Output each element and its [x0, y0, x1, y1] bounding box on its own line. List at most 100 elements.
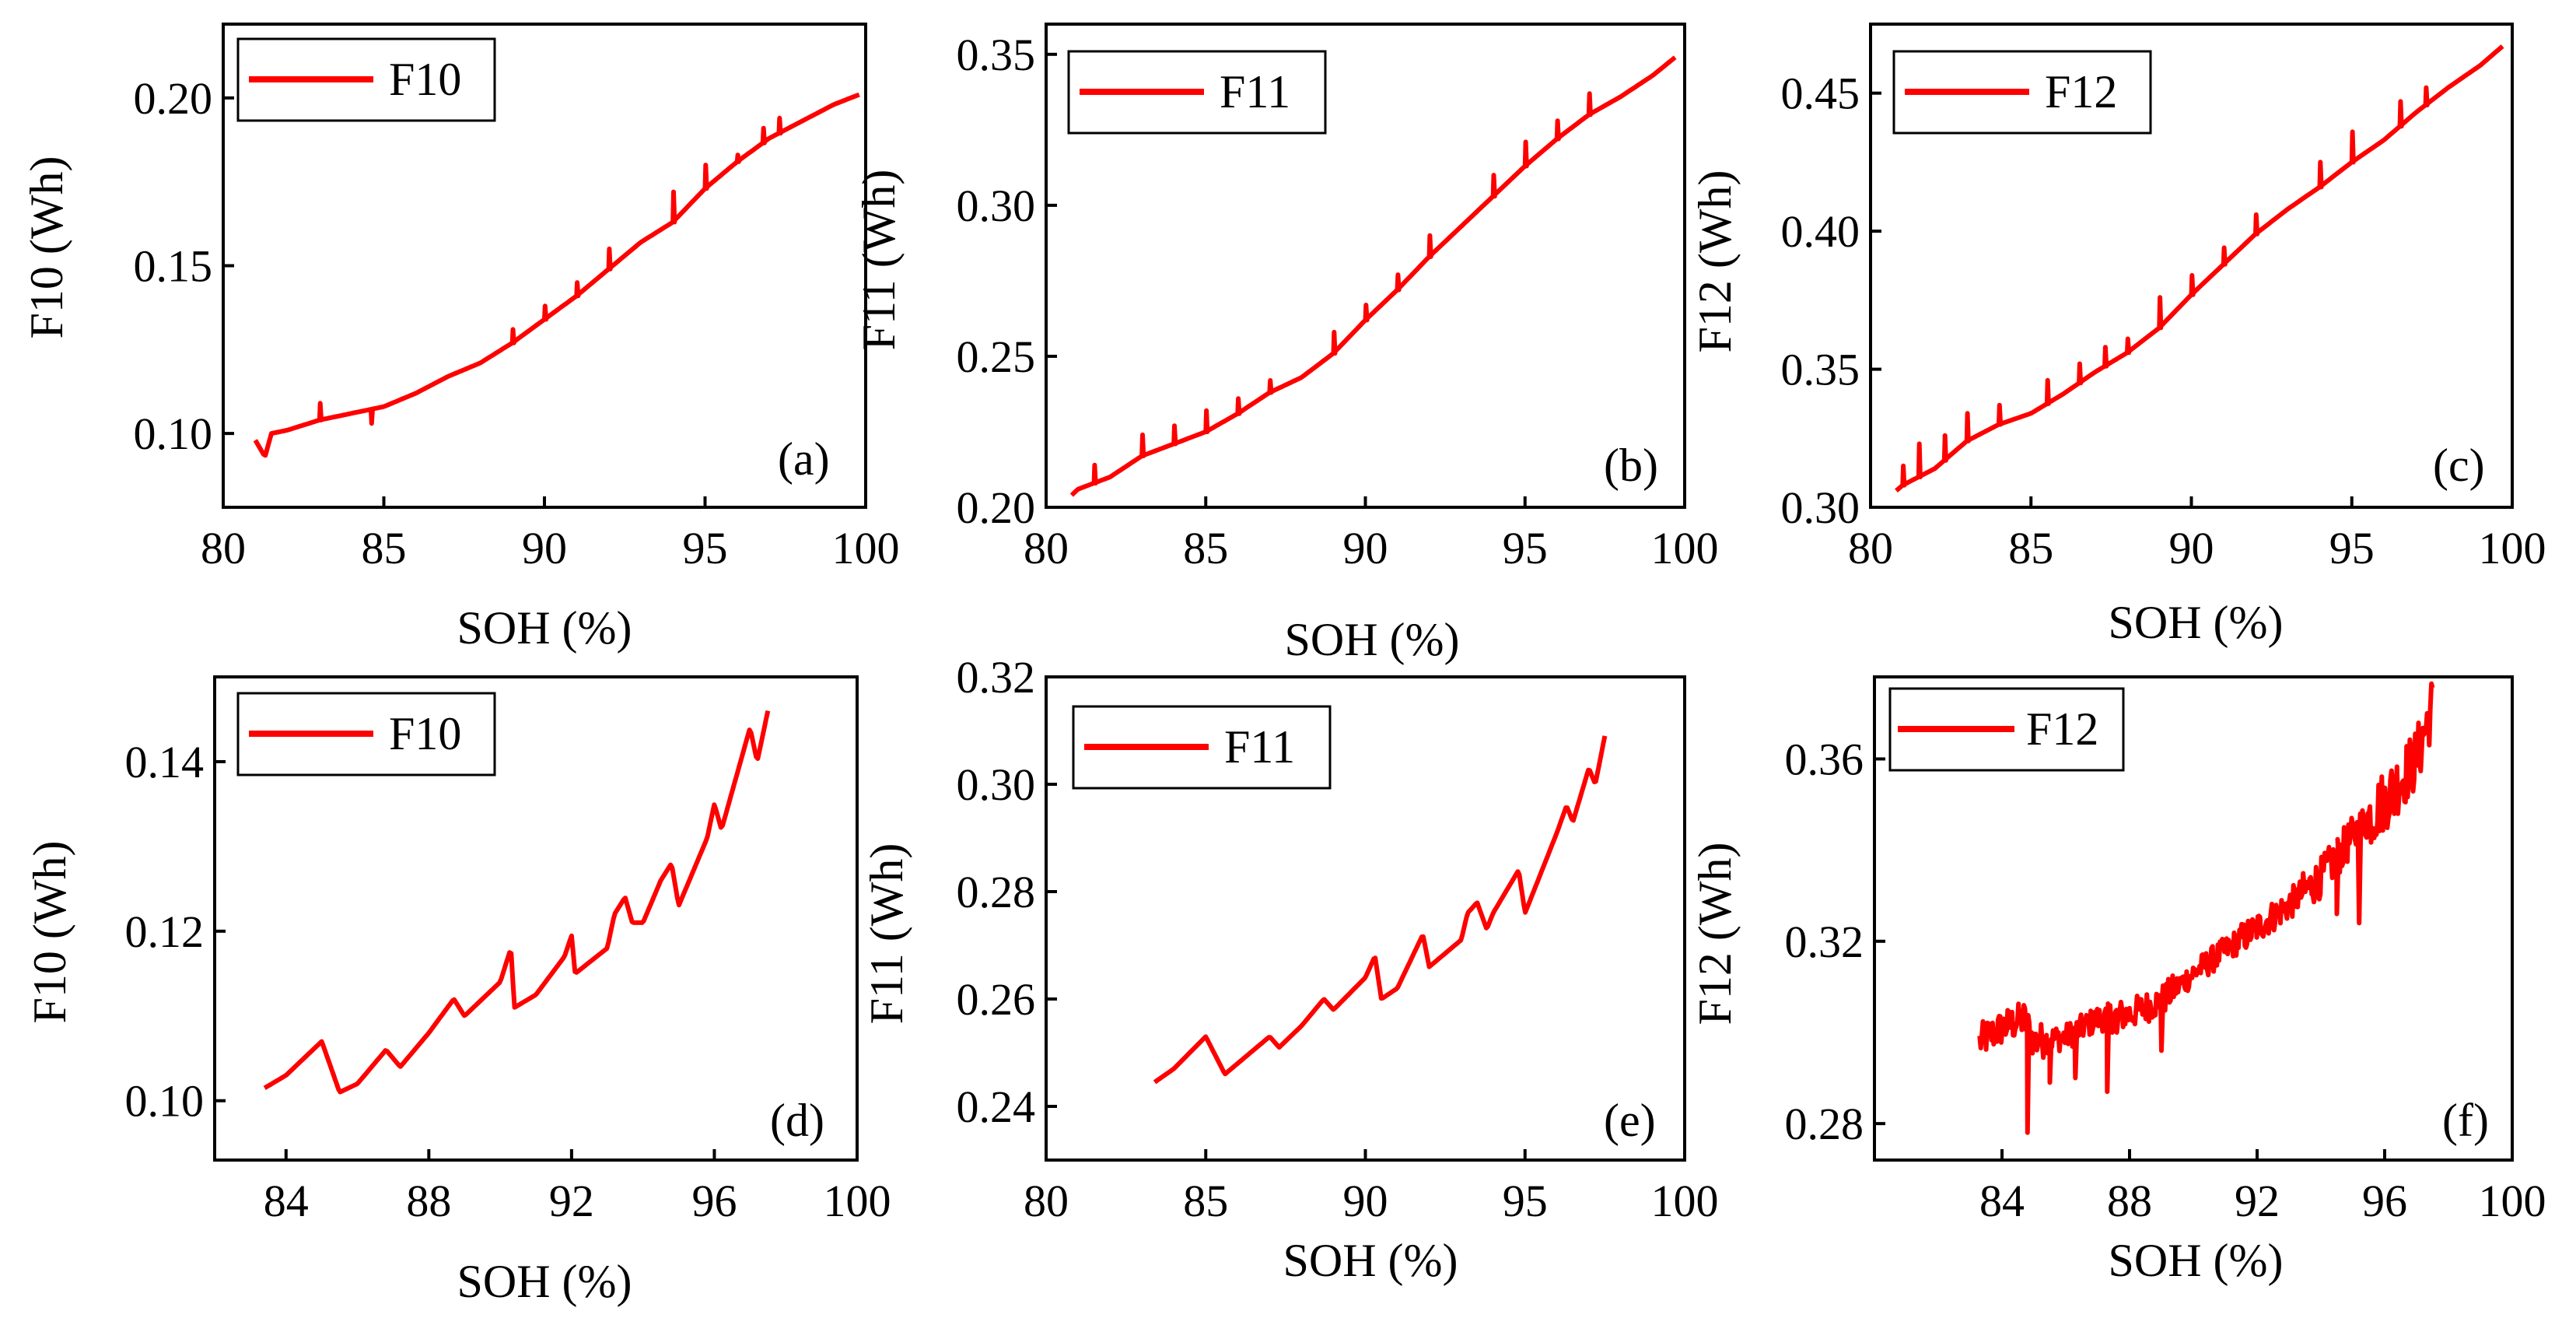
- panel-d-lines: [263, 710, 771, 1095]
- panel-b-legend: F11: [1067, 50, 1327, 135]
- y-tick-label: 0.36: [1785, 734, 1864, 784]
- legend-label: F10: [389, 54, 461, 105]
- panel-a-xlabel: SOH (%): [457, 602, 632, 654]
- x-tick-label: 90: [522, 523, 567, 573]
- y-tick-label: 0.15: [134, 241, 213, 292]
- panel-e-frame: [1045, 675, 1686, 1162]
- panel-b-tag: (b): [1604, 440, 1658, 491]
- y-tick-label: 0.30: [957, 759, 1036, 810]
- panel-b-frame: [1045, 23, 1686, 509]
- series-line-F12: [1895, 44, 2504, 492]
- panel-d-ticks: 84 88 92 96 100 0.10 0.12 0.14: [125, 737, 891, 1226]
- panel-e-legend: F11: [1072, 705, 1332, 790]
- panel-c-tag: (c): [2433, 440, 2485, 491]
- x-tick-label: 100: [2479, 523, 2546, 573]
- y-tick-label: 0.45: [1781, 68, 1860, 119]
- panel-f-frame: [1873, 675, 2514, 1162]
- y-tick-label: 0.20: [134, 73, 213, 124]
- legend-label: F12: [2026, 703, 2098, 755]
- series-line-F10: [253, 92, 860, 458]
- x-tick-label: 80: [201, 523, 246, 573]
- x-tick-label: 85: [362, 523, 407, 573]
- panel-c-frame: [1869, 23, 2514, 509]
- panel-e-xlabel: SOH (%): [1283, 1235, 1458, 1286]
- x-tick-label: 90: [1343, 523, 1388, 573]
- x-tick-label: 100: [1651, 1176, 1719, 1226]
- y-tick-label: 0.26: [957, 974, 1036, 1025]
- x-tick-label: 90: [2169, 523, 2214, 573]
- panel-b-lines: [1069, 55, 1677, 497]
- x-tick-label: 85: [2008, 523, 2053, 573]
- x-tick-label: 100: [824, 1176, 891, 1226]
- y-tick-label: 0.30: [957, 181, 1036, 231]
- panel-c: F12 (Wh) SOH (%) 80 85 90 95 100 0.30 0.35 0.40…: [1689, 23, 2546, 648]
- y-tick-label: 0.24: [957, 1081, 1036, 1132]
- y-tick-label: 0.32: [957, 652, 1036, 703]
- x-tick-label: 84: [1979, 1176, 2025, 1226]
- x-tick-label: 80: [1848, 523, 1893, 573]
- panel-a: F10 (Wh) SOH (%) 80 85 90 95 100 0.10 0.15 0.20…: [21, 23, 900, 654]
- x-tick-label: 85: [1183, 1176, 1228, 1226]
- y-tick-label: 0.40: [1781, 206, 1860, 257]
- x-tick-label: 90: [1343, 1176, 1388, 1226]
- y-tick-label: 0.32: [1785, 917, 1864, 967]
- panel-b-xlabel: SOH (%): [1285, 614, 1460, 665]
- panel-d-tag: (d): [770, 1095, 824, 1146]
- x-tick-label: 88: [406, 1176, 451, 1226]
- y-tick-label: 0.35: [1781, 345, 1860, 395]
- panel-e-ylabel: F11 (Wh): [861, 843, 912, 1025]
- series-line-F11: [1153, 735, 1608, 1085]
- x-tick-label: 100: [2479, 1176, 2546, 1226]
- panel-b-ylabel: F11 (Wh): [853, 170, 905, 351]
- panel-f-ticks: 84 88 92 96 100 0.28 0.32 0.36: [1785, 734, 2546, 1226]
- x-tick-label: 95: [683, 523, 728, 573]
- panel-d-xlabel: SOH (%): [457, 1256, 632, 1307]
- x-tick-label: 95: [2329, 523, 2375, 573]
- legend-label: F10: [389, 708, 461, 759]
- panel-a-lines: [253, 92, 860, 458]
- panel-d-legend: F10: [236, 692, 496, 776]
- x-tick-label: 84: [264, 1176, 309, 1226]
- panel-a-legend: F10: [236, 37, 496, 122]
- panel-f: F12 (Wh) SOH (%) 84 88 92 96 100 0.28 0.32 0.36…: [1689, 675, 2546, 1286]
- x-tick-label: 88: [2107, 1176, 2152, 1226]
- panel-a-ticks: 80 85 90 95 100 0.10 0.15 0.20: [134, 73, 900, 573]
- panel-a-frame: [222, 23, 867, 509]
- panel-c-xlabel: SOH (%): [2109, 597, 2284, 648]
- x-tick-label: 92: [2235, 1176, 2280, 1226]
- panel-f-tag: (f): [2442, 1095, 2489, 1146]
- x-tick-label: 95: [1503, 1176, 1548, 1226]
- x-tick-label: 95: [1503, 523, 1548, 573]
- y-tick-label: 0.10: [125, 1076, 205, 1127]
- x-tick-label: 92: [549, 1176, 594, 1226]
- y-tick-label: 0.12: [125, 906, 205, 957]
- y-tick-label: 0.30: [1781, 482, 1860, 533]
- series-line-F11: [1069, 55, 1677, 497]
- panel-c-ticks: 80 85 90 95 100 0.30 0.35 0.40 0.45: [1781, 68, 2546, 573]
- panel-f-lines: [1977, 681, 2435, 1135]
- x-tick-label: 96: [2362, 1176, 2407, 1226]
- panel-b-ticks: 80 85 90 95 100 0.20 0.25 0.30 0.35: [957, 30, 1719, 573]
- panel-e-ticks: 80 85 90 95 100 0.24 0.26 0.28 0.30 0.32: [957, 652, 1719, 1226]
- y-tick-label: 0.20: [957, 482, 1036, 533]
- legend-label: F11: [1220, 66, 1290, 117]
- x-tick-label: 85: [1183, 523, 1228, 573]
- panel-a-ylabel: F10 (Wh): [21, 156, 72, 339]
- series-line-F12: [1977, 681, 2435, 1135]
- x-tick-label: 96: [691, 1176, 737, 1226]
- x-tick-label: 80: [1024, 523, 1069, 573]
- legend-label: F11: [1224, 721, 1295, 773]
- panel-e: F11 (Wh) SOH (%) 80 85 90 95 100 0.24 0.26 0.28…: [861, 652, 1719, 1286]
- y-tick-label: 0.14: [125, 737, 205, 787]
- y-tick-label: 0.35: [957, 30, 1036, 80]
- x-tick-label: 100: [832, 523, 900, 573]
- panel-f-xlabel: SOH (%): [2109, 1235, 2284, 1286]
- panel-b: F11 (Wh) SOH (%) 80 85 90 95 100 0.20 0.25 0.30…: [853, 23, 1719, 665]
- panel-c-legend: F12: [1892, 50, 2152, 135]
- panel-d-ylabel: F10 (Wh): [24, 841, 75, 1024]
- panel-f-ylabel: F12 (Wh): [1689, 843, 1741, 1025]
- panel-c-ylabel: F12 (Wh): [1689, 170, 1741, 353]
- panel-d-frame: [213, 675, 859, 1162]
- legend-label: F12: [2045, 66, 2117, 117]
